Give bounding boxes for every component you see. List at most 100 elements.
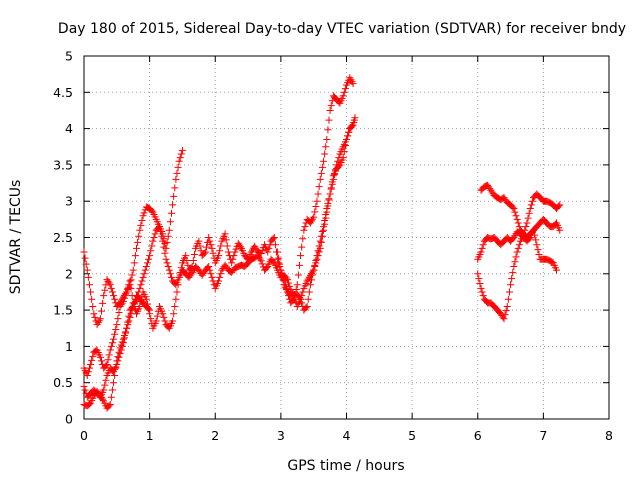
data-point xyxy=(98,357,105,365)
data-point xyxy=(309,271,317,279)
data-point xyxy=(258,247,266,255)
data-point xyxy=(502,307,510,315)
y-tick-label: 0 xyxy=(65,412,73,427)
data-point xyxy=(83,266,91,274)
data-point xyxy=(88,295,96,303)
data-point xyxy=(345,128,353,136)
data-point xyxy=(209,249,217,257)
data-point xyxy=(84,273,92,281)
data-point xyxy=(127,276,135,284)
data-point xyxy=(183,256,191,264)
data-point xyxy=(165,226,173,234)
data-point xyxy=(82,260,90,268)
data-point xyxy=(316,175,324,183)
series-trace-d xyxy=(80,292,154,401)
x-tick-label: 6 xyxy=(474,428,482,443)
data-point xyxy=(104,356,112,364)
data-point xyxy=(122,291,130,299)
data-point xyxy=(196,242,204,250)
data-point xyxy=(101,286,109,294)
data-point xyxy=(141,266,149,274)
data-point xyxy=(270,234,278,241)
data-point xyxy=(163,238,171,246)
data-point xyxy=(221,230,229,238)
data-point xyxy=(478,244,486,252)
data-point xyxy=(88,356,96,364)
data-point xyxy=(321,217,329,225)
data-point xyxy=(299,235,307,243)
data-point xyxy=(329,175,337,183)
data-point xyxy=(343,135,350,143)
data-point xyxy=(310,213,318,221)
data-point xyxy=(105,279,113,287)
data-point xyxy=(205,263,213,271)
data-point xyxy=(327,185,335,193)
data-point xyxy=(149,237,157,245)
data-point xyxy=(81,386,89,394)
data-point xyxy=(114,315,122,323)
data-point xyxy=(315,183,323,191)
data-point xyxy=(101,381,109,389)
data-point xyxy=(222,236,230,244)
data-point xyxy=(301,223,309,231)
y-tick-label: 4 xyxy=(65,121,73,136)
data-point xyxy=(216,273,224,281)
data-point xyxy=(325,195,333,203)
x-tick-label: 1 xyxy=(146,428,154,443)
data-point xyxy=(315,242,323,250)
data-point xyxy=(513,248,521,256)
data-point xyxy=(505,288,513,296)
data-point xyxy=(311,261,319,269)
data-point xyxy=(510,263,518,271)
data-point xyxy=(147,315,155,323)
data-point xyxy=(148,242,156,250)
data-point xyxy=(295,261,303,269)
data-point xyxy=(138,217,146,225)
series-trace-f xyxy=(474,190,564,323)
series-trace-h xyxy=(474,215,564,263)
data-point xyxy=(305,288,313,296)
data-point xyxy=(312,256,320,264)
data-point xyxy=(115,353,123,361)
data-point xyxy=(310,266,318,274)
data-point xyxy=(110,335,118,343)
data-point xyxy=(524,214,532,222)
x-tick-label: 4 xyxy=(343,428,351,443)
data-point xyxy=(171,184,179,192)
data-point xyxy=(152,317,160,325)
data-point xyxy=(96,353,104,361)
data-point xyxy=(201,248,209,256)
data-point xyxy=(333,161,341,169)
data-point xyxy=(137,221,145,229)
data-point xyxy=(150,234,158,241)
data-point xyxy=(124,318,132,326)
data-point xyxy=(136,226,144,234)
data-point xyxy=(216,247,224,255)
data-point xyxy=(510,204,518,212)
data-point xyxy=(138,277,146,285)
data-point xyxy=(117,346,125,354)
data-point xyxy=(302,304,310,312)
data-point xyxy=(223,242,231,250)
data-point xyxy=(341,85,349,93)
data-point xyxy=(81,254,89,262)
data-point xyxy=(528,197,536,205)
data-point xyxy=(96,315,104,323)
data-point xyxy=(349,121,357,129)
data-point xyxy=(277,266,285,274)
data-point xyxy=(80,248,88,256)
data-point xyxy=(269,235,277,243)
data-point xyxy=(328,180,336,188)
data-point xyxy=(313,197,321,205)
data-point xyxy=(311,208,319,216)
data-point xyxy=(99,299,107,307)
data-point xyxy=(325,116,333,124)
data-point xyxy=(228,259,236,267)
data-point xyxy=(108,339,116,347)
data-point xyxy=(110,292,118,300)
data-point xyxy=(135,232,143,240)
data-point xyxy=(102,362,110,370)
y-tick-label: 3.5 xyxy=(53,157,73,172)
data-point xyxy=(512,212,520,220)
data-point xyxy=(303,302,311,310)
